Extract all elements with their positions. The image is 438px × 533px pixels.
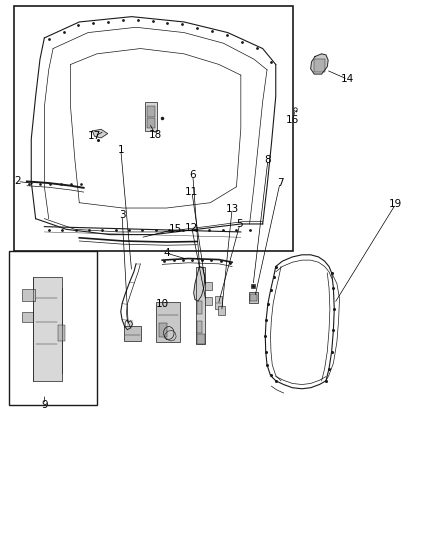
Text: 8: 8 [265, 155, 271, 165]
Text: 13: 13 [226, 204, 239, 214]
Text: 15: 15 [169, 224, 182, 235]
Text: 17: 17 [88, 131, 101, 141]
Text: 16: 16 [286, 115, 299, 125]
Text: 19: 19 [389, 199, 403, 209]
Bar [21, 312, 32, 322]
Bar [197, 334, 205, 344]
Bar [33, 277, 62, 381]
Bar [215, 296, 223, 309]
Text: 9: 9 [41, 400, 48, 410]
Bar [251, 294, 257, 301]
Text: 6: 6 [190, 170, 196, 180]
Polygon shape [92, 130, 108, 138]
Polygon shape [194, 266, 205, 301]
Text: 14: 14 [341, 75, 354, 84]
Bar [10, 251, 97, 405]
Text: 1: 1 [117, 144, 124, 155]
Polygon shape [127, 320, 132, 329]
Bar [145, 102, 157, 131]
Text: 11: 11 [185, 187, 198, 197]
Text: 10: 10 [155, 298, 169, 309]
Bar [205, 282, 212, 290]
Text: 3: 3 [119, 211, 125, 221]
Bar [218, 306, 225, 316]
Text: 7: 7 [277, 177, 283, 188]
Bar [14, 6, 293, 251]
Bar [159, 324, 166, 337]
Text: 4: 4 [163, 248, 170, 258]
Text: 2: 2 [14, 176, 21, 187]
Bar [196, 266, 205, 344]
Bar [249, 292, 258, 303]
Bar [205, 297, 212, 305]
Bar [58, 325, 65, 341]
Bar [147, 106, 155, 117]
Bar [197, 321, 202, 333]
Polygon shape [311, 54, 328, 74]
Bar [124, 326, 141, 341]
Text: 5: 5 [237, 219, 243, 229]
Bar [155, 302, 180, 342]
Bar [147, 118, 155, 128]
Bar [314, 59, 325, 72]
Text: 18: 18 [149, 130, 162, 140]
Bar [197, 301, 202, 314]
Bar [21, 289, 35, 301]
Text: 12: 12 [185, 223, 198, 233]
